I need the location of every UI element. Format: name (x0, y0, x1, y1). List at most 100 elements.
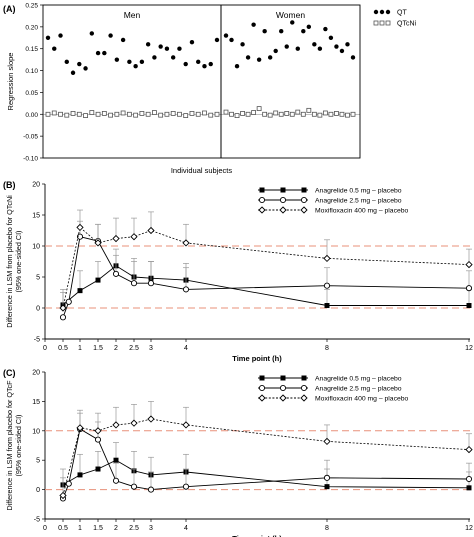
qtcni-point (240, 111, 245, 116)
qtcni-point (300, 111, 306, 117)
legend-label-b: Anagrelide 2.5 mg – placebo (315, 198, 402, 205)
data-point-moxi (94, 239, 102, 247)
x-tick-label-b: 0 (43, 345, 47, 352)
qt-point (334, 44, 339, 49)
legend-marker-c (300, 394, 308, 402)
qtcni-point (170, 111, 176, 116)
data-point-moxi (112, 421, 120, 429)
qtcni-point (339, 111, 345, 117)
qt-point (323, 26, 328, 32)
x-tick-label-c: 1 (78, 525, 82, 532)
qt-point (295, 46, 300, 51)
qtcni-point (273, 110, 279, 116)
qt-point (317, 46, 323, 51)
qt-point (290, 20, 295, 25)
qtcni-point (158, 112, 164, 118)
legend-marker-b (280, 187, 286, 193)
y-tick-label-a: -0.05 (23, 134, 38, 141)
x-axis-label-c: Time point (h) (232, 534, 282, 537)
data-point-moxi (323, 437, 331, 446)
y-tick-label-b: 0 (36, 306, 40, 313)
qtcni-point (334, 111, 339, 116)
legend-marker-a (373, 9, 379, 15)
legend-marker-c (258, 384, 266, 392)
x-tick-label-c: 2.5 (129, 525, 139, 532)
legend-marker-a (379, 20, 385, 26)
qt-point (229, 37, 234, 43)
qt-point (350, 55, 356, 60)
y-tick-label-b: 5 (36, 275, 40, 282)
qtcni-point (202, 110, 207, 116)
qt-point (208, 61, 213, 67)
data-point-ana25 (147, 486, 155, 493)
data-point-ana25 (130, 483, 138, 490)
legend-marker-b (301, 187, 307, 193)
legend-marker-b (279, 196, 287, 204)
data-point-moxi (465, 445, 473, 454)
qt-point (114, 57, 120, 62)
qt-point (127, 59, 132, 65)
qt-point (328, 35, 334, 40)
qt-point (256, 57, 262, 62)
data-point-ana25 (112, 270, 120, 277)
data-point-ana25 (323, 474, 331, 481)
qt-point (345, 42, 350, 47)
qtcni-point (145, 111, 151, 117)
qt-point (70, 70, 76, 75)
qtcni-point (284, 111, 290, 116)
legend-marker-c (258, 394, 266, 402)
legend-label-c: Anagrelide 2.5 mg – placebo (315, 386, 402, 393)
qtcni-point (58, 111, 63, 117)
qtcni-point (328, 111, 334, 117)
qtcni-point (214, 111, 220, 117)
qt-point (196, 59, 201, 65)
legend-marker-b (259, 187, 265, 193)
legend-label-c: Anagrelide 0.5 mg – placebo (315, 376, 402, 383)
qt-point (301, 29, 306, 34)
qt-point (183, 61, 188, 67)
y-tick-label-a: 0.25 (25, 3, 38, 10)
x-tick-label-c: 1.5 (93, 525, 103, 532)
qtcni-point (152, 110, 157, 115)
panel-label-a: (A) (3, 4, 16, 14)
legend-marker-a (385, 20, 391, 26)
y-tick-label-a: -0.10 (23, 156, 38, 163)
group-label-men: Men (124, 10, 141, 20)
data-point-moxi (112, 234, 120, 243)
qt-point (240, 42, 245, 47)
qtcni-point (208, 112, 214, 118)
data-point-ana05 (95, 277, 101, 283)
qtcni-point (83, 113, 88, 118)
data-point-ana05 (324, 484, 330, 490)
y-tick-label-c: 15 (32, 399, 40, 406)
x-tick-label-b: 2 (114, 345, 118, 352)
qtcni-point (234, 113, 240, 118)
data-point-ana25 (65, 480, 72, 487)
qt-point (102, 50, 107, 56)
qt-point (58, 33, 63, 38)
data-point-ana05 (95, 466, 101, 472)
data-point-moxi (182, 421, 190, 429)
y-axis-label-b: (95% one-sided CI) (14, 231, 23, 293)
x-axis-label-b: Time point (h) (232, 354, 282, 363)
y-tick-label-a: 0.15 (25, 46, 38, 53)
legend-marker-b (258, 196, 266, 204)
x-tick-label-c: 0.5 (58, 525, 68, 532)
x-tick-label-b: 8 (325, 345, 329, 352)
qt-point (170, 55, 176, 60)
x-tick-label-b: 1 (78, 345, 82, 352)
qtcni-point (89, 110, 95, 115)
qtcni-point (76, 111, 82, 117)
data-point-ana25 (130, 280, 138, 287)
panel-label-c: (C) (3, 368, 16, 378)
legend-label-b: Anagrelide 0.5 mg – placebo (315, 188, 402, 195)
qtcni-point (45, 111, 51, 117)
y-tick-label-a: 0.05 (25, 90, 38, 97)
qtcni-point (101, 111, 107, 116)
qtcni-point (256, 106, 262, 112)
qtcni-point (251, 110, 257, 115)
legend-label-c: Moxifloxacin 400 mg – placebo (315, 396, 409, 403)
data-point-moxi (323, 254, 331, 263)
qt-point (312, 42, 317, 47)
qtcni-point (223, 109, 229, 115)
